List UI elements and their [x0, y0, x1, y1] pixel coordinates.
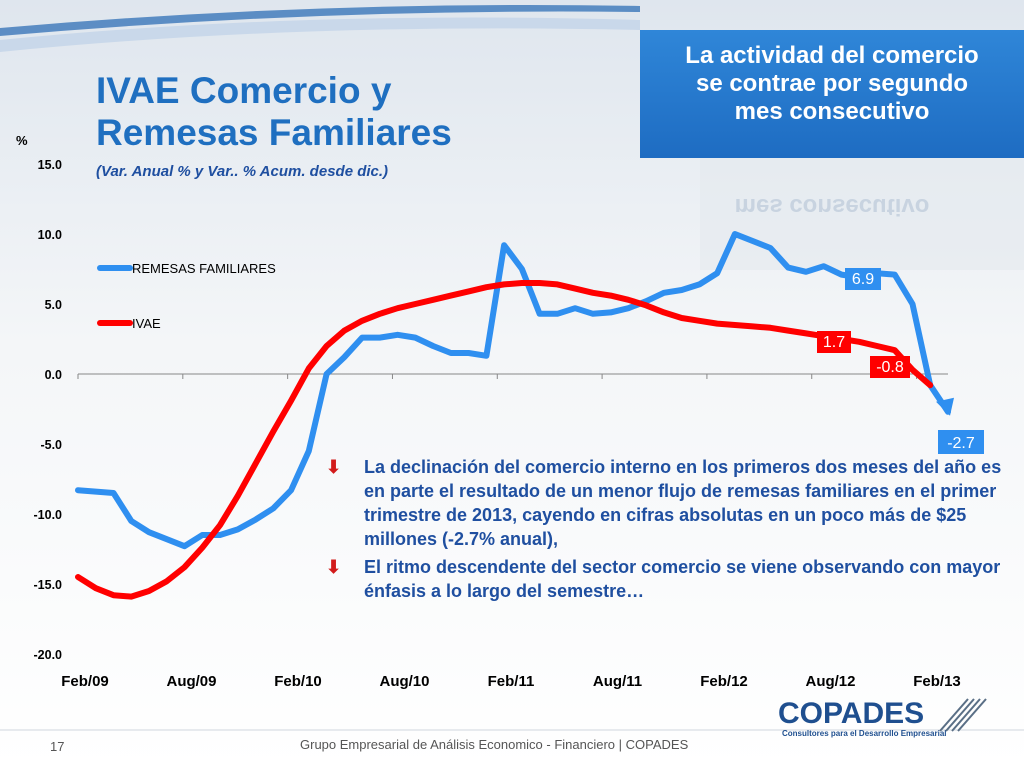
- y-tick-label: 15.0: [38, 158, 62, 172]
- x-tick-label: Feb/10: [274, 673, 322, 690]
- ivae-annotation-box: [817, 331, 851, 353]
- x-tick-label: Aug/11: [593, 673, 642, 690]
- title-line-2: Remesas Familiares: [96, 112, 452, 153]
- y-tick-label: 5.0: [45, 298, 62, 312]
- y-axis-label: %: [16, 133, 28, 148]
- y-tick-label: -10.0: [34, 508, 63, 522]
- copades-logo: COPADES Consultores para el Desarrollo E…: [778, 697, 994, 743]
- legend-label: IVAE: [132, 316, 161, 331]
- callout-line-1: La actividad del comercio: [685, 42, 979, 69]
- down-arrow-icon: ⬇: [326, 457, 342, 477]
- logo-wordmark: COPADES: [778, 697, 925, 730]
- y-tick-label: 0.0: [45, 368, 62, 382]
- x-tick-label: Aug/12: [805, 673, 855, 690]
- bullet-text-2: El ritmo descendente del sector comercio…: [364, 557, 1001, 601]
- remesas-annotation-box: [845, 268, 881, 290]
- callout-line-2: se contrae por segundo: [695, 70, 969, 97]
- remesas-end-label-text: -2.7: [947, 435, 975, 452]
- bullet-item: ⬇ El ritmo descendente del sector comerc…: [326, 555, 1006, 603]
- ivae-end-label-text: -0.8: [876, 359, 904, 376]
- page-number: 17: [50, 739, 65, 754]
- title-line-1: IVAE Comercio y: [96, 70, 392, 111]
- logo-mark-icon: [939, 698, 987, 732]
- x-tick-label: Feb/09: [61, 673, 109, 690]
- down-arrow-icon: ⬇: [326, 557, 342, 577]
- series-end-arrow: [936, 397, 954, 416]
- bullet-item: ⬇ La declinación del comercio interno en…: [326, 455, 1006, 551]
- x-tick-label: Feb/13: [913, 673, 961, 690]
- remesas-annotation-text: 6.9: [852, 271, 874, 288]
- legend-label: REMESAS FAMILIARES: [132, 261, 276, 276]
- series-line-ivae: [75, 280, 934, 600]
- x-tick-label: Feb/12: [700, 673, 748, 690]
- bullet-list: ⬇ La declinación del comercio interno en…: [326, 455, 1006, 607]
- y-tick-label: -5.0: [40, 438, 62, 452]
- callout-box: La actividad del comercio se contrae por…: [640, 30, 1024, 158]
- callout-line-3: mes consecutivo: [734, 98, 930, 125]
- page-title: IVAE Comercio y Remesas Familiares: [96, 70, 452, 154]
- x-tick-label: Feb/11: [488, 673, 535, 690]
- x-tick-label: Aug/09: [166, 673, 216, 690]
- page-subtitle: (Var. Anual % y Var.. % Acum. desde dic.…: [96, 163, 389, 180]
- footer-text: Grupo Empresarial de Análisis Economico …: [300, 737, 689, 752]
- y-tick-label: 10.0: [38, 228, 62, 242]
- x-tick-label: Aug/10: [379, 673, 429, 690]
- ivae-annotation-text: 1.7: [823, 334, 845, 351]
- ivae-end-label-box: [870, 356, 910, 378]
- series-line-remesas: [75, 231, 951, 550]
- y-tick-label: -15.0: [34, 578, 63, 592]
- remesas-end-label-box: [938, 430, 984, 454]
- logo-tagline: Consultores para el Desarrollo Empresari…: [782, 729, 947, 738]
- bullet-text-1: La declinación del comercio interno en l…: [364, 457, 1002, 549]
- y-tick-label: -20.0: [34, 648, 63, 662]
